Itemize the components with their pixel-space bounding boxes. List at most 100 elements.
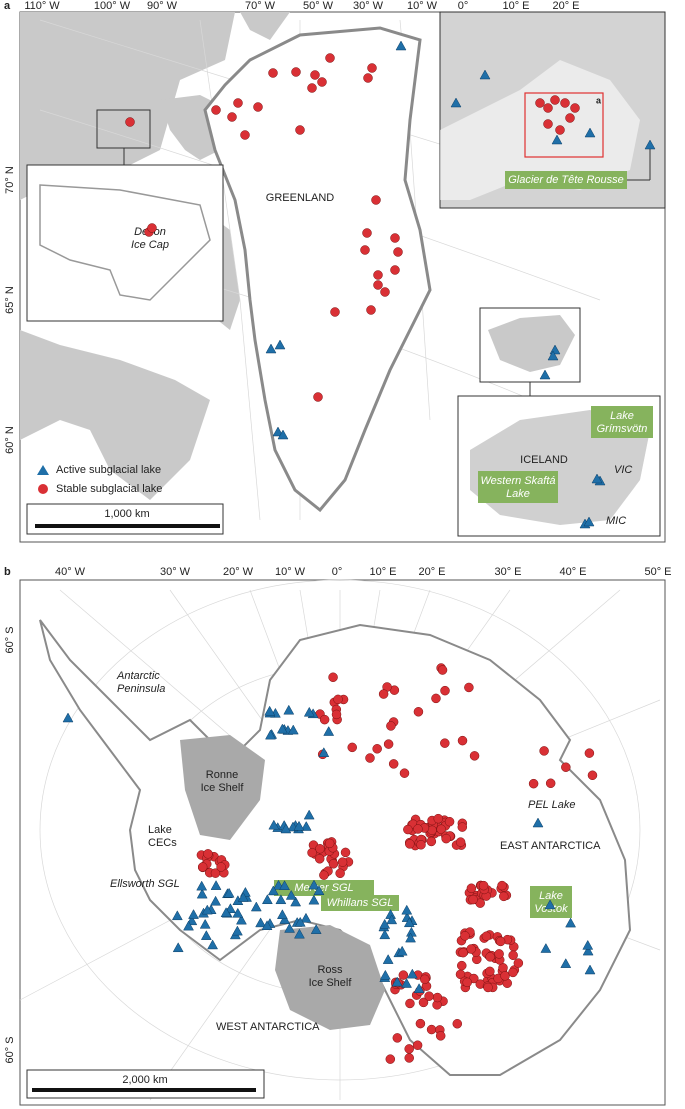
stable-lake-marker <box>543 103 553 113</box>
stable-lake-marker <box>147 223 157 233</box>
scale-box <box>26 1069 265 1099</box>
stable-lake-marker <box>337 857 348 867</box>
active-lake-marker <box>225 903 236 913</box>
lon-label: 10° W <box>407 0 438 12</box>
scale-label: 2,000 km <box>122 1074 167 1086</box>
stable-lake-marker <box>415 1018 426 1029</box>
stable-lake-marker <box>432 992 443 1003</box>
active-lake-marker <box>565 917 577 928</box>
lon-label: 20° W <box>223 566 254 578</box>
stable-lake-marker <box>398 970 409 980</box>
map-label: MIC <box>606 515 626 527</box>
stable-lake-marker <box>315 844 325 854</box>
stable-lake-marker <box>413 824 423 834</box>
active-lake-marker <box>303 706 315 717</box>
stable-lake-marker <box>441 833 451 844</box>
stable-lake-marker <box>268 68 278 78</box>
map-label: Antarctic <box>116 670 160 682</box>
legend-label: Stable subglacial lake <box>56 483 162 495</box>
stable-lake-marker <box>495 936 506 947</box>
lat-label: 65° N <box>4 286 16 314</box>
map-label: VIC <box>614 464 632 476</box>
active-lake-marker <box>265 343 277 354</box>
lon-label: 30° W <box>160 566 191 578</box>
label-box <box>321 895 399 911</box>
map-label: Whillans SGL <box>327 897 394 909</box>
lon-label: 70° W <box>245 0 276 12</box>
active-lake-marker <box>220 907 232 917</box>
stable-lake-marker <box>380 287 390 297</box>
stable-lake-marker <box>440 738 450 748</box>
stable-lake-marker <box>565 113 575 123</box>
active-lake-marker <box>582 939 594 950</box>
active-lake-marker <box>277 429 289 440</box>
active-lake-marker <box>413 983 425 993</box>
active-lake-marker <box>255 917 267 928</box>
map-label: Ronne <box>206 769 238 781</box>
stable-lake-marker <box>452 1019 463 1029</box>
stable-lake-marker <box>347 742 357 753</box>
stable-lake-marker <box>324 838 335 849</box>
stable-lake-marker <box>125 117 135 127</box>
stable-lake-marker <box>584 748 595 758</box>
scale-bar <box>35 524 220 528</box>
stable-lake-marker <box>555 125 565 135</box>
active-lake-marker <box>582 945 594 956</box>
region-label: EAST ANTARCTICA <box>500 840 601 852</box>
map-label: Ice Cap <box>131 239 169 251</box>
stable-lake-marker <box>210 868 221 878</box>
lon-label: 90° W <box>147 0 178 12</box>
active-lake-marker <box>584 964 596 975</box>
active-lake-marker <box>391 976 403 987</box>
stable-lake-marker <box>420 974 430 985</box>
legend-label: Active subglacial lake <box>56 464 161 476</box>
active-lake-marker <box>272 426 284 437</box>
stable-lake-marker <box>543 119 553 129</box>
stable-lake-marker <box>500 971 510 981</box>
stable-lake-marker <box>464 682 474 693</box>
active-lake-marker <box>267 885 279 896</box>
stable-lake-marker <box>386 721 396 731</box>
active-lake-marker <box>584 127 596 138</box>
label-box <box>274 880 374 896</box>
active-lake-marker <box>236 914 247 925</box>
stable-lake-marker <box>528 778 539 789</box>
map-label: Lake <box>506 488 530 500</box>
active-lake-marker <box>261 894 273 905</box>
stable-lake-marker <box>587 770 598 781</box>
stable-lake-marker <box>314 854 325 864</box>
active-lake-marker <box>172 942 184 953</box>
scale-bar <box>32 1088 256 1092</box>
active-lake-marker <box>283 704 295 715</box>
stable-lake-marker <box>435 1031 446 1041</box>
stable-lake-marker <box>367 63 377 73</box>
active-lake-marker <box>310 924 322 934</box>
stable-lake-marker <box>436 824 446 834</box>
map-label: Ross <box>317 964 343 976</box>
stable-lake-marker <box>307 847 317 858</box>
stable-lake-marker <box>390 233 400 243</box>
stable-lake-marker <box>403 824 413 835</box>
active-lake-marker <box>395 40 407 51</box>
lon-label: 10° W <box>275 566 306 578</box>
active-lake-marker <box>313 885 325 895</box>
stable-lake-marker <box>333 694 343 705</box>
active-lake-marker <box>188 909 199 919</box>
active-lake-marker <box>275 894 287 905</box>
active-lake-marker <box>308 894 320 905</box>
stable-lake-marker <box>240 130 250 140</box>
lon-label: 20° E <box>552 0 579 12</box>
active-lake-marker <box>287 724 299 735</box>
active-lake-marker <box>199 918 211 929</box>
stable-lake-marker <box>499 891 509 902</box>
alps-locator <box>524 92 604 158</box>
map-label: Lake <box>539 890 563 902</box>
lon-label: 50° W <box>303 0 334 12</box>
map-label: Peninsula <box>117 683 165 695</box>
active-lake-marker <box>276 723 288 734</box>
stable-lake-marker <box>405 839 415 849</box>
canada-land <box>20 12 290 500</box>
active-lake-marker <box>323 726 335 736</box>
scale-label: 1,000 km <box>104 508 149 520</box>
stable-lake-marker <box>426 836 437 847</box>
